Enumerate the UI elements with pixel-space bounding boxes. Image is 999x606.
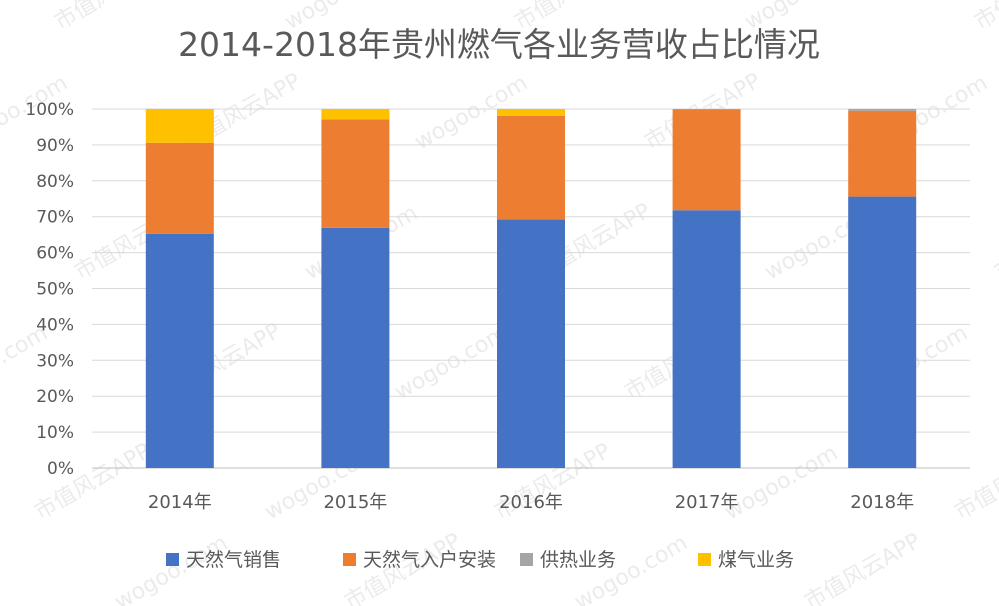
legend-swatch [343, 553, 356, 566]
legend-swatch [698, 553, 711, 566]
legend-label: 供热业务 [540, 549, 616, 571]
watermark-text: 市值风云APP [991, 199, 999, 285]
watermark-text: 市值风云APP [971, 0, 999, 35]
watermark-text: 市值风云APP [951, 439, 999, 525]
x-tick-label: 2017年 [675, 492, 739, 513]
bar-segment [145, 142, 214, 234]
legend: 天然气销售 天然气入户安装 供热业务 煤气业务 [166, 549, 794, 571]
bar-segment [497, 109, 565, 116]
legend-label: 天然气销售 [186, 549, 281, 571]
bars [145, 109, 917, 468]
x-tick-label: 2014年 [148, 492, 212, 513]
y-tick-label: 50% [36, 280, 74, 300]
y-tick-label: 100% [25, 100, 74, 120]
bar-segment [321, 109, 390, 120]
legend-label: 煤气业务 [718, 549, 794, 571]
y-tick-label: 40% [36, 315, 74, 335]
x-tick-label: 2018年 [850, 492, 914, 513]
y-tick-label: 20% [36, 387, 74, 407]
x-axis: 2014年 2015年 2016年 2017年 2018年 [148, 492, 914, 513]
y-tick-label: 60% [36, 244, 74, 264]
bar-segment [848, 109, 917, 111]
y-axis: 0% 10% 20% 30% 40% 50% 60% 70% 80% 90% 100% [25, 100, 74, 479]
y-tick-label: 30% [36, 351, 74, 371]
bar-segment [672, 210, 741, 468]
bar-segment [321, 227, 390, 468]
legend-label: 天然气入户安装 [363, 549, 496, 571]
bar-segment [848, 196, 917, 468]
bar-segment [672, 109, 741, 211]
chart-title: 2014-2018年贵州燃气各业务营收占比情况 [178, 25, 820, 64]
legend-swatch [520, 553, 533, 566]
bar-segment [848, 110, 917, 197]
watermark-text: wogoo.com [391, 321, 513, 406]
watermark-text: 市值风云APP [801, 529, 926, 606]
y-tick-label: 10% [36, 423, 74, 443]
bar-segment [497, 219, 565, 468]
watermark-text: 市值风云APP [31, 439, 156, 525]
bar-segment [321, 119, 390, 228]
y-tick-label: 70% [36, 208, 74, 228]
bar-segment [497, 115, 565, 220]
legend-swatch [166, 553, 179, 566]
bar-segment [145, 109, 214, 143]
x-tick-label: 2016年 [499, 492, 563, 513]
x-tick-label: 2015年 [323, 492, 387, 513]
y-tick-label: 80% [36, 172, 74, 192]
watermark-text: 市值风云APP [51, 0, 176, 35]
bar-segment [145, 233, 214, 468]
y-tick-label: 90% [36, 136, 74, 156]
y-tick-label: 0% [47, 459, 74, 479]
